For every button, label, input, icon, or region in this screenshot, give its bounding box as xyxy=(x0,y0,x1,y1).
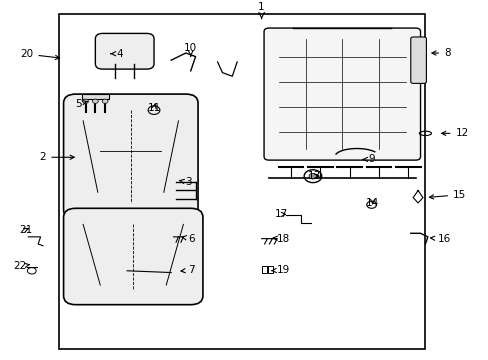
Text: 3: 3 xyxy=(179,177,191,187)
Text: 7: 7 xyxy=(181,265,195,275)
Text: 17: 17 xyxy=(274,210,287,219)
FancyBboxPatch shape xyxy=(95,33,154,69)
FancyBboxPatch shape xyxy=(410,37,426,84)
Bar xyxy=(82,94,109,99)
Text: 21: 21 xyxy=(19,225,32,235)
Text: 10: 10 xyxy=(184,44,197,56)
Text: 9: 9 xyxy=(362,154,374,165)
Text: 19: 19 xyxy=(271,265,290,275)
Text: 18: 18 xyxy=(273,234,290,244)
Bar xyxy=(267,266,272,273)
Circle shape xyxy=(102,99,108,103)
Text: 6: 6 xyxy=(182,234,195,244)
Circle shape xyxy=(82,99,88,103)
Circle shape xyxy=(92,99,98,103)
Text: 8: 8 xyxy=(431,48,450,58)
Text: 20: 20 xyxy=(20,49,60,59)
Text: 1: 1 xyxy=(258,2,264,12)
Text: 16: 16 xyxy=(430,234,450,244)
Text: 4: 4 xyxy=(111,49,123,59)
Bar xyxy=(59,14,425,349)
Bar xyxy=(261,266,266,273)
Text: 22: 22 xyxy=(13,261,29,271)
Text: 2: 2 xyxy=(40,152,74,162)
Circle shape xyxy=(308,173,316,179)
Text: 15: 15 xyxy=(428,190,466,200)
FancyBboxPatch shape xyxy=(264,28,420,160)
Text: 14: 14 xyxy=(365,198,379,208)
Text: 12: 12 xyxy=(441,129,468,138)
FancyBboxPatch shape xyxy=(63,94,198,219)
Text: 13: 13 xyxy=(307,171,321,181)
Text: 11: 11 xyxy=(147,103,161,113)
FancyBboxPatch shape xyxy=(63,208,203,305)
Text: 5: 5 xyxy=(75,99,87,109)
